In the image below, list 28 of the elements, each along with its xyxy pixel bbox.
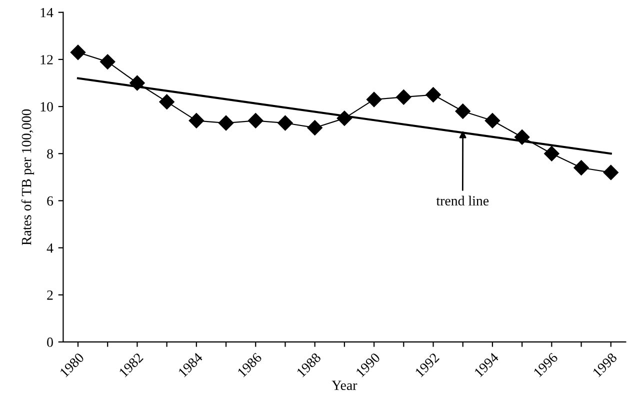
point xyxy=(218,115,234,131)
y-tick-label: 4 xyxy=(46,243,54,253)
point xyxy=(396,90,412,105)
y-tick-label: 14 xyxy=(40,8,54,18)
x-axis-title: Year xyxy=(332,380,358,390)
point xyxy=(574,160,589,176)
point xyxy=(484,113,500,128)
y-tick-label: 0 xyxy=(47,338,53,347)
point xyxy=(544,146,560,162)
point xyxy=(426,87,441,102)
y-tick-label: 12 xyxy=(40,55,53,64)
y-tick-label: 2 xyxy=(47,290,53,300)
point xyxy=(307,120,322,136)
point xyxy=(188,113,204,128)
point xyxy=(100,54,116,70)
annotation: trend line xyxy=(436,196,489,206)
point xyxy=(130,75,145,91)
point xyxy=(159,94,174,110)
point xyxy=(603,164,618,180)
point xyxy=(248,113,264,128)
y-axis-title: Rates of TB per 100,000 xyxy=(21,109,34,246)
y-tick-label: 10 xyxy=(40,102,53,112)
y-tick-label: 6 xyxy=(47,196,54,206)
point xyxy=(455,104,470,119)
point xyxy=(366,92,382,108)
point xyxy=(278,115,293,131)
point xyxy=(70,44,86,60)
y-tick-label: 8 xyxy=(47,149,53,159)
